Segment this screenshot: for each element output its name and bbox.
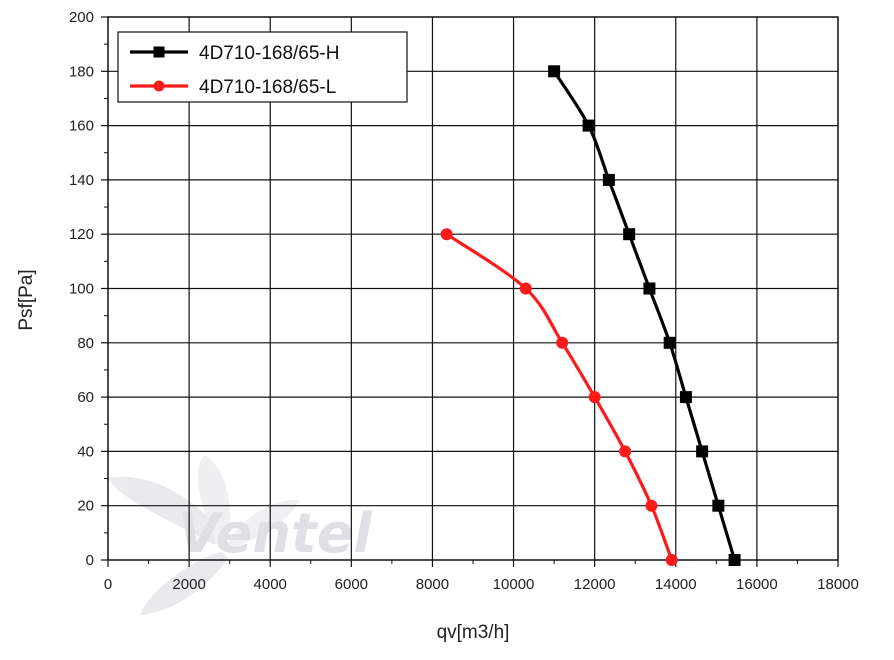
data-point-square <box>712 499 725 512</box>
x-tick-label: 12000 <box>574 576 616 593</box>
legend-marker <box>153 80 165 92</box>
data-point-circle <box>440 228 453 241</box>
data-point-circle <box>588 391 601 404</box>
x-tick-label: 6000 <box>335 576 368 593</box>
data-point-square <box>623 228 636 241</box>
y-axis-title: Psf[Pa] <box>16 269 37 330</box>
y-tick-label: 140 <box>69 172 94 189</box>
axis-ticks <box>101 16 839 567</box>
legend-item: 4D710-168/65-H <box>130 43 339 64</box>
x-tick-label: 16000 <box>736 576 778 593</box>
x-tick-label: 10000 <box>493 576 535 593</box>
y-tick-label: 60 <box>77 389 94 406</box>
x-tick-labels: 0 2000 4000 6000 8000 10000 12000 14000 16000 180… <box>104 576 859 593</box>
x-tick-label: 18000 <box>817 576 859 593</box>
data-point-square <box>663 336 676 349</box>
data-point-square <box>582 119 595 132</box>
x-tick-label: 4000 <box>254 576 287 593</box>
legend-item: 4D710-168/65-L <box>130 77 336 98</box>
legend-marker <box>153 46 165 58</box>
watermark-logo: Ventel <box>108 455 373 615</box>
data-point-circle <box>645 499 658 512</box>
data-point-square <box>696 445 709 458</box>
data-point-circle <box>519 282 532 295</box>
legend-box <box>117 31 408 103</box>
fan-blade-icon <box>108 455 300 615</box>
series-layer <box>440 65 741 566</box>
data-point-square <box>643 282 656 295</box>
watermark-text: Ventel <box>178 502 373 565</box>
series-1 <box>440 228 678 566</box>
data-point-circle <box>665 554 678 566</box>
series-0 <box>548 65 741 566</box>
data-point-circle <box>556 336 569 349</box>
y-tick-label: 100 <box>69 281 94 298</box>
y-tick-label: 20 <box>77 498 94 515</box>
y-tick-label: 180 <box>69 63 94 80</box>
x-tick-label: 8000 <box>416 576 449 593</box>
y-tick-labels: 0 20 40 60 80 100 120 140 160 180 200 <box>69 9 94 569</box>
x-tick-label: 14000 <box>655 576 697 593</box>
y-tick-label: 200 <box>69 9 94 26</box>
y-tick-label: 80 <box>77 335 94 352</box>
x-tick-label: 2000 <box>172 576 205 593</box>
y-tick-label: 0 <box>86 552 94 569</box>
x-tick-label: 0 <box>104 576 112 593</box>
x-axis-title: qv[m3/h] <box>437 622 510 643</box>
y-tick-label: 160 <box>69 118 94 135</box>
series-line <box>552 69 737 562</box>
data-point-square <box>602 173 615 186</box>
data-point-square <box>728 554 741 566</box>
data-point-square <box>548 65 561 78</box>
y-tick-label: 120 <box>69 226 94 243</box>
y-tick-label: 40 <box>77 443 94 460</box>
legend-label: 4D710-168/65-L <box>199 77 336 98</box>
data-point-circle <box>619 445 632 458</box>
legend: 4D710-168/65-H 4D710-168/65-L <box>117 31 408 103</box>
legend-label: 4D710-168/65-H <box>199 43 339 64</box>
data-point-square <box>679 391 692 404</box>
